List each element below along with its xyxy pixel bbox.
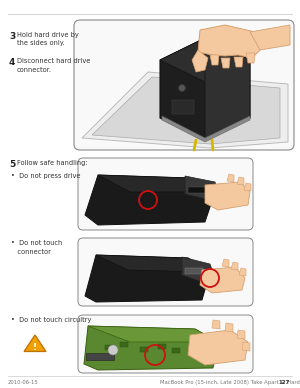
Polygon shape <box>205 182 250 210</box>
Text: 4: 4 <box>9 58 15 67</box>
Polygon shape <box>98 175 215 192</box>
Bar <box>185 268 203 274</box>
FancyBboxPatch shape <box>78 315 253 373</box>
Polygon shape <box>192 50 208 72</box>
FancyBboxPatch shape <box>78 238 253 306</box>
Polygon shape <box>82 72 288 148</box>
Polygon shape <box>85 175 215 225</box>
Circle shape <box>178 85 185 92</box>
Bar <box>140 347 148 352</box>
Text: 3: 3 <box>9 32 15 41</box>
Text: Disconnect hard drive
connector.: Disconnect hard drive connector. <box>17 58 90 73</box>
Bar <box>188 187 206 193</box>
Polygon shape <box>212 320 220 329</box>
Text: 2010-06-15: 2010-06-15 <box>8 380 39 385</box>
FancyBboxPatch shape <box>74 20 294 150</box>
Polygon shape <box>250 25 290 50</box>
Polygon shape <box>227 174 234 182</box>
Polygon shape <box>244 183 251 191</box>
Text: MacBook Pro (15-inch, Late 2008) Take Apart — Hard Drive: MacBook Pro (15-inch, Late 2008) Take Ap… <box>160 380 300 385</box>
Polygon shape <box>198 25 262 58</box>
Circle shape <box>108 345 118 355</box>
Bar <box>86 353 114 360</box>
Polygon shape <box>239 268 246 276</box>
Polygon shape <box>88 326 218 342</box>
Bar <box>172 100 194 114</box>
Text: !: ! <box>33 343 37 352</box>
Text: 127: 127 <box>279 380 290 385</box>
Text: 5: 5 <box>9 160 15 169</box>
Bar <box>120 342 128 347</box>
Polygon shape <box>85 255 210 302</box>
Bar <box>172 348 180 353</box>
Text: Hold hard drive by
the sides only.: Hold hard drive by the sides only. <box>17 32 79 47</box>
Polygon shape <box>231 262 238 270</box>
Polygon shape <box>242 342 250 351</box>
Polygon shape <box>96 255 210 272</box>
Polygon shape <box>237 330 245 339</box>
Polygon shape <box>246 53 255 63</box>
FancyBboxPatch shape <box>78 158 253 230</box>
Polygon shape <box>188 330 248 365</box>
Polygon shape <box>222 259 229 267</box>
Polygon shape <box>234 57 243 67</box>
Polygon shape <box>237 177 244 185</box>
Text: Follow safe handling:: Follow safe handling: <box>17 160 88 166</box>
Polygon shape <box>210 55 219 65</box>
Polygon shape <box>221 58 230 68</box>
Bar <box>105 345 113 350</box>
Polygon shape <box>182 257 215 282</box>
Text: •  Do not touch circuitry: • Do not touch circuitry <box>11 317 92 323</box>
Polygon shape <box>200 267 245 293</box>
Polygon shape <box>185 176 220 200</box>
Polygon shape <box>225 323 233 332</box>
Polygon shape <box>160 38 250 140</box>
Polygon shape <box>24 335 46 352</box>
Polygon shape <box>162 116 250 142</box>
Bar <box>158 344 166 349</box>
Polygon shape <box>84 326 218 370</box>
Text: •  Do not press drive: • Do not press drive <box>11 173 80 179</box>
Polygon shape <box>205 38 250 140</box>
Polygon shape <box>160 38 250 82</box>
Polygon shape <box>92 77 280 144</box>
Text: •  Do not touch
   connector: • Do not touch connector <box>11 240 62 255</box>
